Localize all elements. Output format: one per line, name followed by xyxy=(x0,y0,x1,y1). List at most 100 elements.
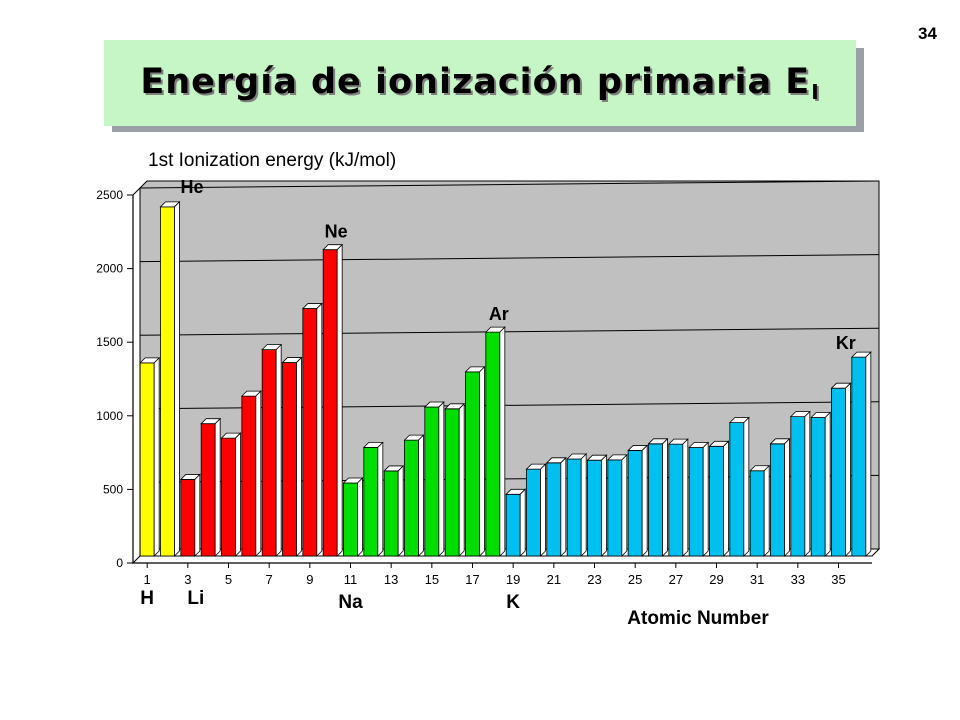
bar xyxy=(627,444,649,557)
bar xyxy=(159,200,181,557)
bar-front xyxy=(526,468,541,557)
annotation-kr: Kr xyxy=(836,333,856,353)
x-tick-label: 27 xyxy=(669,572,683,587)
element-label-k: K xyxy=(506,592,520,613)
x-tick-label: 11 xyxy=(344,572,358,587)
bar-front xyxy=(729,422,745,557)
x-tick-label: 13 xyxy=(384,572,398,587)
bar xyxy=(301,302,323,557)
bar-front xyxy=(160,206,175,557)
bar xyxy=(667,438,689,557)
plot-side-wall xyxy=(132,186,141,565)
bar-side xyxy=(214,417,221,557)
element-label-h: H xyxy=(140,588,154,609)
bar xyxy=(383,464,405,557)
bar-front xyxy=(566,458,582,557)
bar-side xyxy=(662,437,668,557)
bar-side xyxy=(174,200,180,557)
bar-front xyxy=(648,443,663,557)
x-axis-label: Atomic Number xyxy=(627,608,769,629)
bar-front xyxy=(302,308,318,557)
bar-side xyxy=(275,343,282,557)
bar xyxy=(240,390,262,557)
bar-side xyxy=(824,411,831,557)
bar-side xyxy=(153,356,160,557)
bar-side xyxy=(540,463,546,557)
bar xyxy=(566,453,588,557)
bar-front xyxy=(770,443,785,557)
bar xyxy=(850,351,872,557)
x-tick-label: 15 xyxy=(425,572,439,587)
bar xyxy=(728,416,750,557)
bar xyxy=(647,437,669,557)
bar-front xyxy=(200,423,216,557)
bar xyxy=(688,441,710,557)
bar xyxy=(810,411,832,557)
element-label-na: Na xyxy=(338,592,363,613)
x-tick-label: 9 xyxy=(306,572,313,587)
annotation-he: He xyxy=(181,177,204,197)
slide-title-main: Energía de ionización primaria E xyxy=(140,62,811,102)
bar xyxy=(749,464,771,557)
bar-front xyxy=(221,437,236,557)
x-tick-label: 1 xyxy=(144,572,151,587)
x-tick-label: 7 xyxy=(266,572,273,587)
bar-side xyxy=(641,444,648,557)
x-tick-label: 17 xyxy=(465,572,479,587)
bar-front xyxy=(831,387,846,557)
bar-side xyxy=(194,473,201,557)
bar-side xyxy=(458,402,465,557)
bar-side xyxy=(336,243,343,557)
bar-front xyxy=(424,406,440,557)
x-tick-label: 25 xyxy=(628,572,642,587)
bar xyxy=(179,473,201,557)
bar xyxy=(830,382,852,557)
bar-side xyxy=(865,351,872,557)
y-tick-label: 500 xyxy=(103,482,123,496)
bar xyxy=(261,343,283,557)
bar-front xyxy=(607,459,623,557)
bar xyxy=(362,441,384,557)
x-tick-label: 21 xyxy=(547,572,561,587)
bar-front xyxy=(749,470,765,557)
bar-front xyxy=(465,371,480,557)
x-tick-label: 31 xyxy=(750,572,764,587)
bar-side xyxy=(682,438,689,557)
bar-front xyxy=(261,349,277,557)
bar-front xyxy=(709,445,724,557)
slide-title-box: Energía de ionización primaria EI xyxy=(104,40,856,126)
bar xyxy=(708,440,730,557)
bar-front xyxy=(485,331,501,557)
bar xyxy=(505,488,527,557)
bar xyxy=(220,432,242,557)
bar xyxy=(586,454,608,557)
bar-front xyxy=(241,395,257,557)
bar-side xyxy=(235,432,241,557)
bar-front xyxy=(282,362,297,557)
bar-side xyxy=(743,416,750,557)
bar xyxy=(484,326,506,557)
gridline xyxy=(139,327,880,336)
y-tick-label: 1000 xyxy=(96,409,123,423)
bar-side xyxy=(804,410,811,557)
bar-front xyxy=(688,447,704,557)
bar-side xyxy=(377,441,384,557)
x-tick-label: 33 xyxy=(791,572,805,587)
bar xyxy=(139,356,161,557)
bar xyxy=(281,356,303,557)
x-tick-label: 3 xyxy=(184,572,191,587)
y-tick-label: 2000 xyxy=(96,262,123,276)
bar xyxy=(403,434,425,557)
bar-side xyxy=(316,302,323,557)
bar-front xyxy=(627,450,643,557)
bar-front xyxy=(505,493,521,557)
bar-side xyxy=(601,454,607,557)
annotation-ar: Ar xyxy=(489,304,509,324)
bar xyxy=(769,437,791,557)
bar-side xyxy=(702,441,709,557)
bar-front xyxy=(587,459,602,557)
bar-side xyxy=(784,437,790,557)
bar xyxy=(525,463,547,557)
bar xyxy=(423,401,445,557)
